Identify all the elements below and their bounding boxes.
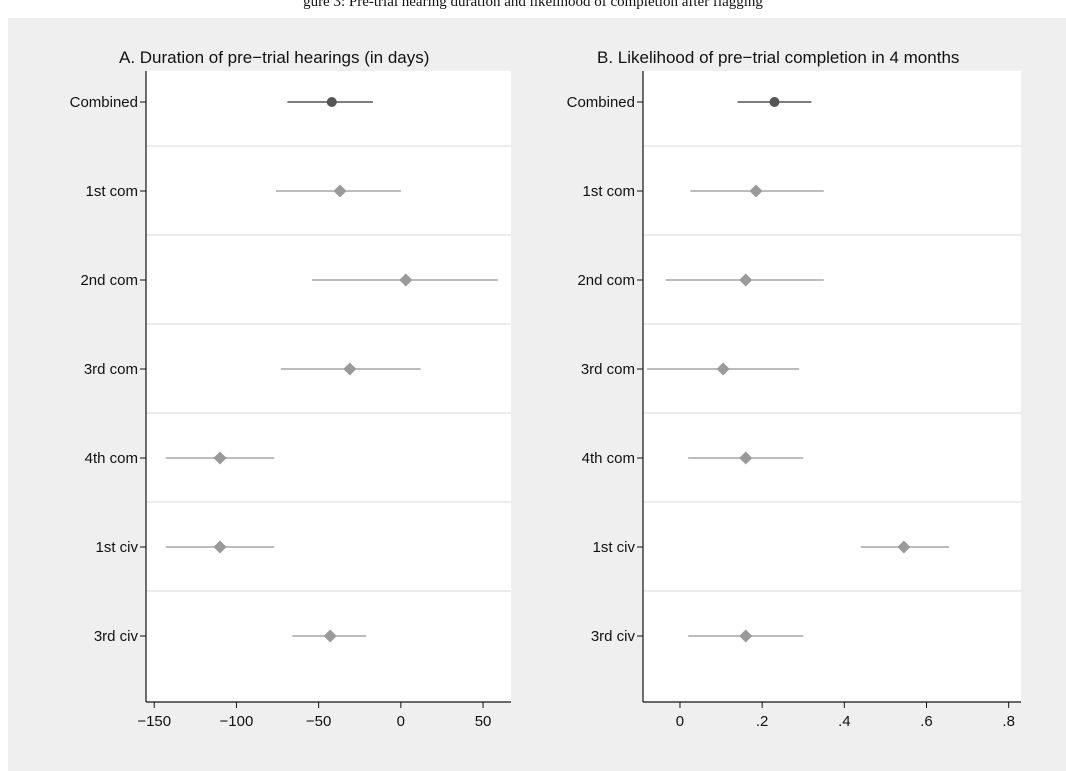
figure-caption: gure 3: Pre-trial hearing duration and l… xyxy=(303,0,763,10)
category-label: 1st com xyxy=(85,183,138,200)
point-estimate xyxy=(343,362,357,376)
category-label: 2nd com xyxy=(80,272,138,289)
panel-a-x-ticks: −150 −100 −50 0 50 xyxy=(137,702,491,730)
point-estimate xyxy=(399,273,413,287)
x-tick-label: −100 xyxy=(220,713,254,730)
forest-plot-figure: A. Duration of pre−trial hearings (in da… xyxy=(70,48,1021,730)
point-estimate xyxy=(213,451,227,465)
panel-b-gridlines xyxy=(643,145,1021,592)
x-tick-label: .4 xyxy=(838,713,851,730)
category-label: Combined xyxy=(567,94,635,111)
panel-b-plot-area xyxy=(643,71,1021,702)
panel-a-category-labels: Combined 1st com 2nd com 3rd com 4th com 1st … xyxy=(70,94,146,645)
point-estimate xyxy=(897,540,911,554)
x-tick-label: 50 xyxy=(475,713,492,730)
category-label: 2nd com xyxy=(577,272,635,289)
point-estimate xyxy=(739,273,753,287)
panel-a-gridlines xyxy=(146,145,511,592)
category-label: 4th com xyxy=(582,450,635,467)
x-tick-label: .6 xyxy=(920,713,933,730)
point-estimate xyxy=(333,184,347,198)
x-tick-label: .2 xyxy=(756,713,769,730)
x-tick-label: 0 xyxy=(397,713,405,730)
category-label: 4th com xyxy=(85,450,138,467)
x-tick-label: −150 xyxy=(137,713,171,730)
category-label: Combined xyxy=(70,94,138,111)
x-tick-label: 0 xyxy=(676,713,684,730)
panel-a-title: A. Duration of pre−trial hearings (in da… xyxy=(119,48,429,67)
category-label: 3rd com xyxy=(84,361,138,378)
point-estimate xyxy=(739,451,753,465)
panel-b-category-labels: Combined 1st com 2nd com 3rd com 4th com 1st … xyxy=(567,94,643,645)
x-tick-label: −50 xyxy=(306,713,331,730)
point-estimate xyxy=(213,540,227,554)
panel-b: B. Likelihood of pre−trial completion in… xyxy=(567,48,1021,730)
panel-b-x-ticks: 0 .2 .4 .6 .8 xyxy=(676,702,1015,730)
x-tick-label: .8 xyxy=(1002,713,1015,730)
category-label: 1st civ xyxy=(95,539,138,556)
panel-a-marks xyxy=(165,97,498,643)
point-estimate xyxy=(323,629,337,643)
point-estimate xyxy=(739,629,753,643)
figure-canvas: A. Duration of pre−trial hearings (in da… xyxy=(8,18,1066,771)
panel-a-plot-area xyxy=(146,71,511,702)
category-label: 3rd civ xyxy=(94,628,139,645)
point-estimate xyxy=(716,362,730,376)
point-estimate xyxy=(326,97,337,107)
category-label: 1st civ xyxy=(592,539,635,556)
panel-b-marks xyxy=(647,97,950,643)
point-estimate xyxy=(749,184,763,198)
category-label: 3rd civ xyxy=(591,628,636,645)
category-label: 1st com xyxy=(582,183,635,200)
panel-b-title: B. Likelihood of pre−trial completion in… xyxy=(597,48,959,67)
category-label: 3rd com xyxy=(581,361,635,378)
point-estimate xyxy=(769,97,780,107)
panel-a: A. Duration of pre−trial hearings (in da… xyxy=(70,48,511,730)
